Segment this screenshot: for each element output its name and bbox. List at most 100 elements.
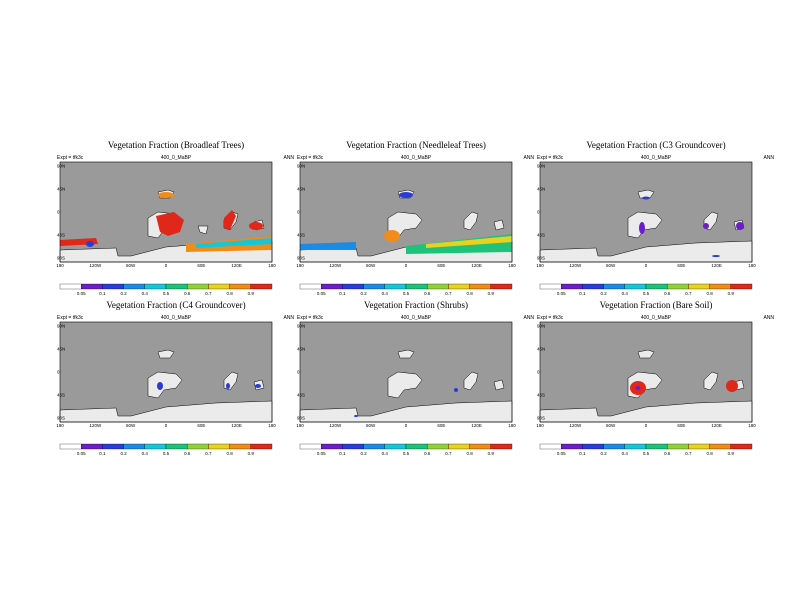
lon-tick-label: 60W	[126, 423, 136, 428]
colorbar-swatch	[582, 283, 604, 290]
panel-season: ANN	[763, 315, 774, 321]
colorbar-swatch	[539, 283, 562, 290]
lat-axis: 90N 45N 0 45S 90S	[537, 164, 545, 261]
lon-tick-label: 180	[508, 263, 516, 268]
lon-tick-label: 120W	[569, 423, 582, 428]
colorbar-label: 0.05	[557, 291, 566, 296]
panel-run: 400_0_MaBP	[400, 155, 432, 161]
north-africa-land	[627, 211, 663, 239]
colorbar-swatch	[730, 443, 753, 450]
veg-patch	[157, 382, 163, 390]
colorbar: 0.05 0.1 0.2 0.4 0.5 0.6 0.7 0.8 0.9	[539, 283, 753, 296]
colorbar-swatch	[469, 283, 491, 290]
colorbar-swatch	[645, 283, 668, 290]
colorbar-label: 0.5	[643, 291, 650, 296]
colorbar-swatch	[299, 283, 322, 290]
colorbar-swatch	[490, 283, 513, 290]
lon-tick-label: 0	[405, 423, 408, 428]
panel-bare-soil: Vegetation Fraction (Bare Soil) Expt = t…	[536, 300, 776, 460]
lat-tick-label: 90S	[297, 416, 305, 421]
lon-tick-label: 180	[536, 263, 544, 268]
colorbar-label: 0.6	[184, 291, 191, 296]
greenland-land	[637, 349, 655, 359]
map-c3-groundcover: 90N 45N 0 45S 90S 180 120W 60W 0 60E 120E 180 0.05…	[536, 161, 756, 296]
colorbar: 0.05 0.1 0.2 0.4 0.5 0.6 0.7 0.8 0.9	[59, 443, 273, 456]
lat-axis: 90N 45N 0 45S 90S	[57, 324, 65, 421]
colorbar-swatch	[81, 443, 103, 450]
map-c4-groundcover: 90N 45N 0 45S 90S 180 120W 60W 0 60E 120E 180 0.05…	[56, 321, 276, 456]
vegetation-patches	[639, 196, 744, 257]
lon-tick-label: 120W	[569, 263, 582, 268]
lon-tick-label: 120E	[231, 423, 242, 428]
lon-tick-label: 120W	[89, 423, 102, 428]
lat-tick-label: 0	[537, 210, 540, 215]
colorbar-swatch	[384, 283, 407, 290]
colorbar-label: 0.8	[226, 291, 233, 296]
panel-expt: Expt = tfk3c	[537, 315, 564, 321]
vegetation-patches	[300, 192, 512, 254]
lat-tick-label: 90S	[57, 256, 65, 261]
panel-run: 400_0_MaBP	[640, 315, 672, 321]
veg-patch	[635, 386, 641, 390]
colorbar-label: 0.8	[706, 291, 713, 296]
veg-patch	[196, 238, 272, 248]
veg-patch	[384, 230, 400, 242]
colorbar-swatch	[469, 443, 491, 450]
lon-tick-label: 60W	[606, 263, 616, 268]
lon-tick-label: 120E	[471, 263, 482, 268]
lon-tick-label: 0	[165, 423, 168, 428]
colorbar-label: 0.8	[226, 451, 233, 456]
lat-tick-label: 45N	[297, 187, 305, 192]
colorbar-swatch	[250, 283, 273, 290]
colorbar-label: 0.7	[685, 451, 692, 456]
lon-tick-label: 60E	[197, 423, 205, 428]
map-bare-soil: 90N 45N 0 45S 90S 180 120W 60W 0 60E 120E 180 0.05…	[536, 321, 756, 456]
lat-tick-label: 0	[537, 370, 540, 375]
colorbar-swatch	[123, 443, 145, 450]
colorbar-label: 0.4	[622, 451, 629, 456]
lat-tick-label: 45S	[537, 393, 545, 398]
colorbar-label: 0.2	[120, 291, 127, 296]
lat-tick-label: 90N	[297, 324, 305, 329]
veg-patch	[156, 212, 184, 236]
lon-tick-label: 180	[296, 263, 304, 268]
greenland-land	[397, 349, 415, 359]
colorbar-swatch	[582, 443, 604, 450]
lon-tick-label: 60W	[366, 263, 376, 268]
colorbar-label: 0.8	[466, 291, 473, 296]
lon-tick-label: 60E	[437, 423, 445, 428]
lat-tick-label: 90S	[537, 256, 545, 261]
lon-tick-label: 180	[748, 423, 756, 428]
vegetation-patches	[157, 382, 261, 390]
colorbar-swatch	[624, 443, 647, 450]
colorbar-swatch	[405, 443, 428, 450]
veg-patch	[703, 223, 709, 229]
panel-season: ANN	[763, 155, 774, 161]
colorbar-swatch	[667, 283, 689, 290]
asia-land	[463, 371, 479, 391]
veg-patch	[86, 241, 94, 247]
colorbar-label: 0.05	[317, 291, 326, 296]
panel-run: 400_0_MaBP	[160, 155, 192, 161]
colorbar-label: 0.6	[664, 291, 671, 296]
colorbar-swatch	[688, 283, 710, 290]
colorbar: 0.05 0.1 0.2 0.4 0.5 0.6 0.7 0.8 0.9	[299, 443, 513, 456]
lat-tick-label: 90N	[537, 324, 545, 329]
colorbar-swatch	[102, 283, 124, 290]
map-border	[299, 321, 513, 423]
colorbar-swatch	[187, 443, 209, 450]
colorbar-swatch	[667, 443, 689, 450]
lon-tick-label: 60E	[437, 263, 445, 268]
lon-tick-label: 180	[508, 423, 516, 428]
lon-tick-label: 120E	[231, 263, 242, 268]
colorbar-swatch	[603, 283, 625, 290]
lat-tick-label: 90N	[537, 164, 545, 169]
lon-tick-label: 60E	[197, 263, 205, 268]
panel-title: Vegetation Fraction (C3 Groundcover)	[586, 140, 726, 150]
colorbar-swatch	[59, 443, 82, 450]
veg-patch	[736, 222, 744, 230]
colorbar-swatch	[363, 283, 385, 290]
colorbar-label: 0.05	[77, 291, 86, 296]
panel-expt: Expt = tfk3c	[297, 155, 324, 161]
lat-tick-label: 45S	[57, 233, 65, 238]
